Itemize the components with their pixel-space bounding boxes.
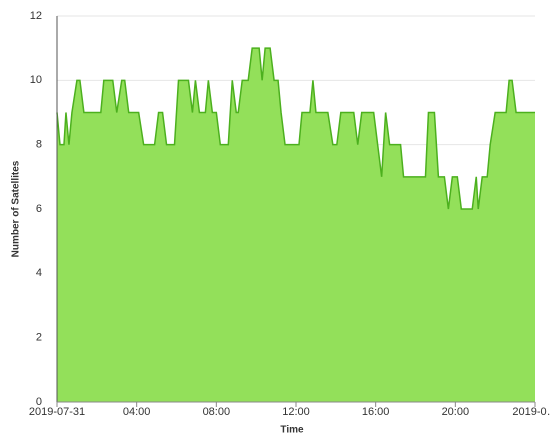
- y-axis-title: Number of Satellites: [11, 160, 22, 257]
- line: [56, 47, 535, 210]
- y-tick-label: 6: [36, 203, 42, 215]
- x-tick-label: 04:00: [123, 406, 151, 418]
- x-tick-label: 16:00: [362, 406, 390, 418]
- x-tick-label: 2019-0…: [512, 406, 550, 418]
- y-tick-label: 2: [36, 332, 42, 344]
- x-tick-label: 2019-07-31: [29, 406, 85, 418]
- x-tick-label: 08:00: [203, 406, 231, 418]
- x-tick-label: 20:00: [442, 406, 470, 418]
- x-axis-title: Time: [280, 425, 304, 436]
- y-tick-label: 10: [30, 74, 42, 86]
- y-tick-label: 4: [36, 267, 42, 279]
- y-tick-label: 0: [36, 396, 42, 408]
- x-tick-label: 12:00: [282, 406, 310, 418]
- area: [57, 48, 535, 403]
- y-tick-label: 12: [30, 10, 42, 22]
- y-tick-label: 8: [36, 139, 42, 151]
